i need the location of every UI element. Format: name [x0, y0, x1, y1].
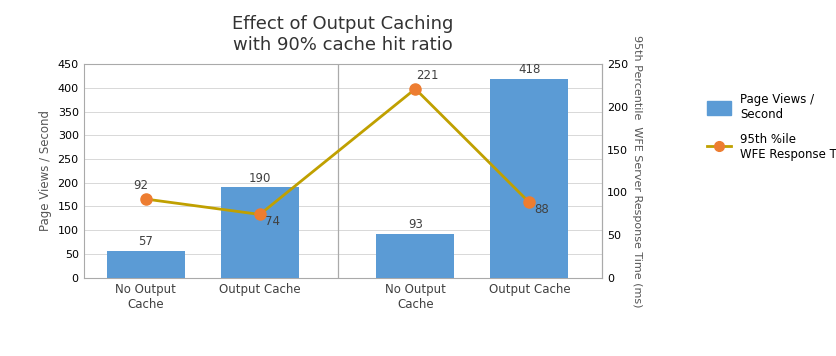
Text: 92: 92: [133, 179, 148, 192]
Text: 221: 221: [416, 69, 439, 82]
Text: 190: 190: [248, 172, 271, 185]
Text: 74: 74: [265, 215, 280, 228]
Text: 88: 88: [534, 203, 549, 216]
Y-axis label: 95th Percentile  WFE Server Response Time (ms): 95th Percentile WFE Server Response Time…: [632, 35, 642, 307]
Text: 93: 93: [408, 218, 423, 231]
Y-axis label: Page Views / Second: Page Views / Second: [39, 110, 52, 231]
Title: Effect of Output Caching
with 90% cache hit ratio: Effect of Output Caching with 90% cache …: [232, 15, 453, 54]
Text: 418: 418: [518, 63, 541, 77]
Bar: [491, 79, 568, 278]
Legend: Page Views /
Second, 95th %ile
WFE Response Time: Page Views / Second, 95th %ile WFE Respo…: [701, 87, 836, 167]
Bar: [221, 188, 298, 278]
Bar: [376, 234, 454, 278]
Text: 57: 57: [139, 235, 153, 248]
Bar: [107, 251, 185, 278]
